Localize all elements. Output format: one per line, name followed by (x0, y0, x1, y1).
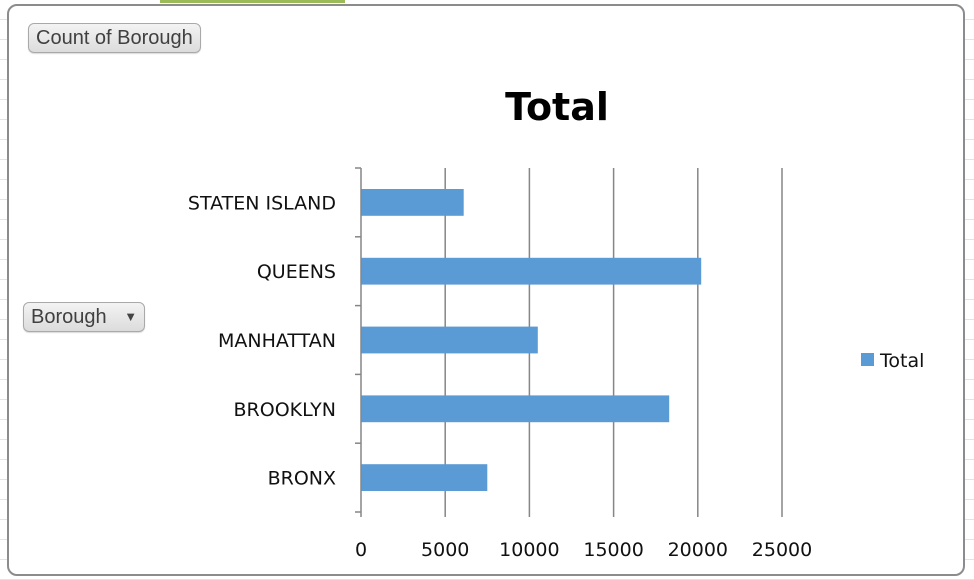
axis-field-label: Borough (31, 306, 107, 328)
value-tick-label: 0 (355, 539, 367, 561)
bar-manhattan (361, 326, 538, 354)
bar-brooklyn (361, 395, 670, 423)
legend-label: Total (879, 350, 924, 372)
column-header-highlight (160, 0, 345, 3)
values-field-button[interactable]: Count of Borough (28, 23, 201, 53)
category-label: MANHATTAN (218, 330, 336, 352)
value-tick-label: 25000 (752, 539, 812, 561)
axis-field-filter-button[interactable]: Borough ▼ (23, 302, 146, 332)
category-label: BRONX (268, 468, 336, 490)
category-label: STATEN ISLAND (188, 192, 336, 214)
chart-title: Total (505, 85, 609, 129)
axes (355, 167, 783, 517)
legend-swatch (861, 353, 874, 366)
dropdown-arrow-icon: ▼ (124, 309, 138, 324)
values-field-label: Count of Borough (36, 27, 193, 49)
legend: Total (861, 350, 924, 372)
value-tick-label: 20000 (668, 539, 728, 561)
bar-bronx (361, 464, 488, 491)
bar-staten-island (361, 189, 464, 216)
category-label: QUEENS (257, 261, 336, 283)
axis-labels: STATEN ISLAND QUEENS MANHATTAN BROOKLYN BRON… (188, 192, 812, 561)
value-tick-label: 15000 (583, 539, 643, 561)
value-tick-label: 10000 (499, 539, 559, 561)
value-tick-label: 5000 (421, 539, 469, 561)
bar-queens (361, 257, 702, 285)
category-label: BROOKLYN (234, 399, 337, 421)
bars (361, 189, 702, 491)
